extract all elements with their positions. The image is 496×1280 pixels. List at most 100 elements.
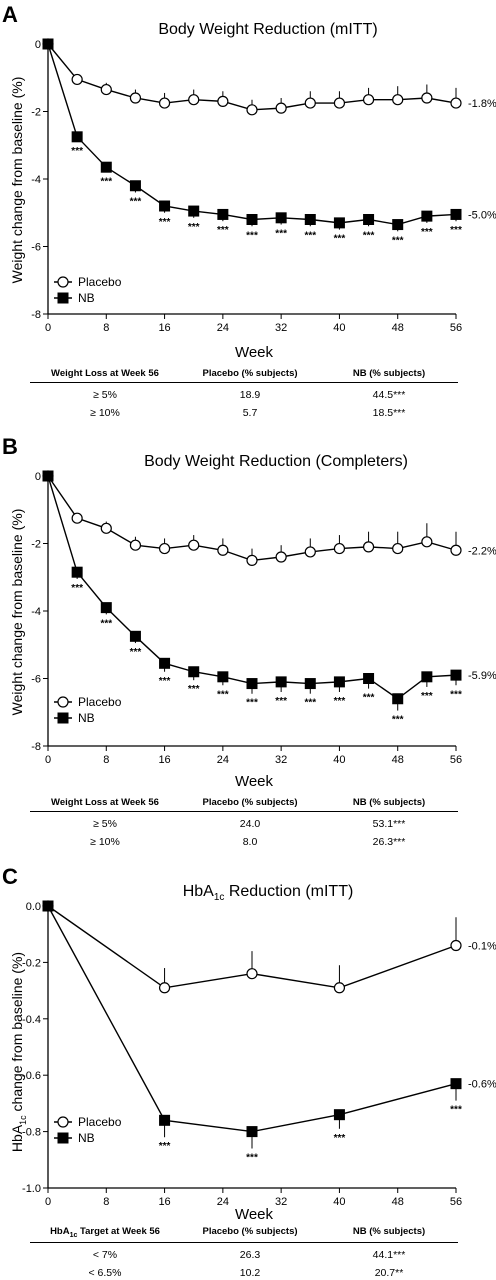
- placebo-point: [100, 522, 112, 534]
- y-tick-label: -0.4: [22, 1014, 41, 1026]
- legend-marker: [57, 1132, 69, 1144]
- y-tick-label: -0.2: [22, 957, 41, 969]
- significance-marker: ***: [304, 698, 316, 709]
- significance-marker: ***: [130, 197, 142, 208]
- table-cell: ≥ 5%: [93, 389, 117, 401]
- table-cell: 44.1***: [372, 1248, 406, 1261]
- y-tick-label: -8: [31, 309, 41, 321]
- significance-marker: ***: [392, 715, 404, 726]
- significance-marker: ***: [246, 1153, 258, 1164]
- nb-point: [421, 210, 433, 222]
- end-value-label: -5.0%: [468, 209, 496, 221]
- table-row: < 7% 26.3 44.1***: [30, 1249, 458, 1261]
- x-tick-label: 16: [158, 322, 170, 334]
- nb-point: [217, 671, 229, 683]
- placebo-point: [100, 83, 112, 96]
- plot-area: 0 8 16 24 32 40 48 56 0 -2 -4 -6 -8 -1.8% -5.0% *** *** *…: [31, 38, 496, 334]
- nb-point: [363, 673, 375, 684]
- nb-point: [450, 1078, 462, 1090]
- x-axis-title: Week: [235, 1206, 274, 1223]
- table-cell: 53.1***: [372, 818, 406, 830]
- nb-point: [304, 678, 316, 690]
- significance-marker: ***: [363, 693, 375, 704]
- x-tick-label: 40: [333, 754, 345, 766]
- table-header: Weight Loss at Week 56 Placebo (% subjec…: [30, 797, 458, 812]
- legend-label: NB: [78, 1131, 95, 1145]
- x-tick-label: 8: [103, 1196, 109, 1208]
- nb-point: [275, 676, 287, 688]
- placebo-point: [392, 542, 404, 555]
- table-cell: 5.7: [242, 407, 258, 419]
- x-tick-label: 24: [217, 1196, 229, 1208]
- placebo-point: [71, 512, 83, 524]
- significance-marker: ***: [450, 1105, 462, 1116]
- x-tick-label: 40: [333, 1196, 345, 1208]
- nb-point: [159, 1114, 171, 1126]
- nb-point: [217, 208, 229, 220]
- placebo-point: [333, 982, 346, 994]
- placebo-point: [392, 94, 404, 106]
- y-tick-label: 0: [35, 39, 41, 51]
- significance-marker: ***: [334, 1133, 346, 1144]
- table-cell: 18.5***: [372, 407, 406, 419]
- nb-point: [246, 678, 258, 690]
- table-header-cell: Placebo (% subjects): [202, 1226, 298, 1237]
- y-tick-label: -1.0: [22, 1183, 41, 1195]
- panel-a: A Body Weight Reduction (mITT) 0 8 16 24 32 4…: [0, 0, 496, 419]
- table-header-cell: Weight Loss at Week 56: [51, 797, 159, 808]
- placebo-point: [333, 97, 346, 109]
- chart-a-svg: A Body Weight Reduction (mITT) 0 8 16 24 32 4…: [2, 2, 496, 361]
- significance-marker: ***: [246, 230, 258, 241]
- end-value-label: -1.8%: [468, 98, 496, 110]
- nb-point: [450, 208, 462, 220]
- placebo-point: [333, 542, 346, 555]
- legend-marker: [57, 696, 69, 708]
- y-axis-title: HbA1c change from baseline (%): [9, 952, 28, 1152]
- table-header-cell: Placebo (% subjects): [202, 368, 298, 379]
- placebo-point: [450, 939, 462, 952]
- chart-title: Body Weight Reduction (Completers): [144, 453, 408, 470]
- series-line: [47, 475, 457, 700]
- legend-marker: [57, 292, 69, 304]
- end-value-label: -2.2%: [468, 545, 496, 557]
- table-cell: 8.0: [242, 836, 258, 848]
- x-tick-label: 48: [392, 1196, 404, 1208]
- nb-point: [42, 900, 54, 912]
- table-row: ≥ 10% 8.0 26.3***: [30, 836, 458, 848]
- nb-point: [333, 217, 345, 229]
- nb-point: [246, 1126, 258, 1138]
- y-tick-label: -4: [31, 174, 41, 186]
- nb-point: [42, 38, 54, 50]
- significance-marker: ***: [275, 229, 287, 240]
- placebo-point: [275, 551, 287, 563]
- table-cell: < 6.5%: [88, 1266, 122, 1279]
- panel-letter: C: [2, 864, 18, 889]
- plot-area: 0 8 16 24 32 40 48 56 0.0 -0.2 -0.4 -0.6 -0.8 -1.0 -0.…: [22, 900, 496, 1208]
- table-header-cell: Weight Loss at Week 56: [51, 368, 159, 379]
- y-tick-label: 0.0: [26, 901, 41, 913]
- table-cell: 44.5***: [372, 389, 406, 401]
- significance-marker: ***: [450, 689, 462, 700]
- table-cell: ≥ 10%: [90, 836, 120, 848]
- x-tick-label: 8: [103, 754, 109, 766]
- placebo-point: [450, 97, 462, 109]
- chart-b-svg: B Body Weight Reduction (Completers) 0 8 1…: [2, 434, 496, 790]
- significance-marker: ***: [334, 234, 346, 245]
- nb-point: [304, 214, 316, 225]
- nb-point: [100, 161, 112, 173]
- placebo-point: [129, 539, 142, 551]
- plot-area: 0 8 16 24 32 40 48 56 0 -2 -4 -6 -8 -2.2% -5.9% *** *** *…: [31, 470, 496, 766]
- x-tick-label: 48: [392, 322, 404, 334]
- x-tick-label: 24: [217, 754, 229, 766]
- significance-marker: ***: [304, 230, 316, 241]
- panel-letter: A: [2, 2, 18, 27]
- x-axis-title: Week: [235, 344, 274, 361]
- series-line: [47, 905, 457, 1133]
- placebo-point: [188, 539, 200, 551]
- x-tick-label: 40: [333, 322, 345, 334]
- legend-label: Placebo: [78, 1115, 122, 1129]
- table-cell: 24.0: [239, 818, 261, 830]
- nb-point: [246, 214, 258, 225]
- x-tick-label: 56: [450, 1196, 462, 1208]
- legend: Placebo NB: [54, 1115, 122, 1145]
